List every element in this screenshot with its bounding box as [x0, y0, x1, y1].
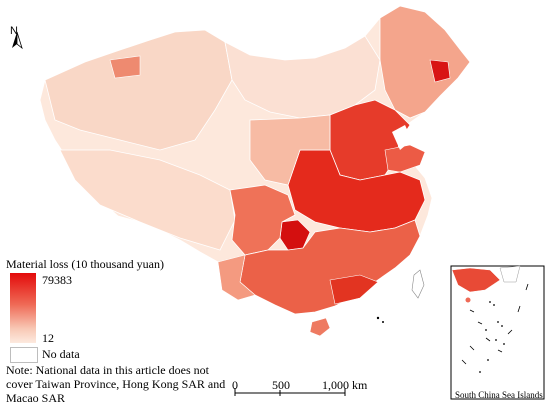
region-northeast	[379, 5, 471, 119]
region-inner-mongolia	[224, 35, 381, 119]
legend-min-label: 12	[42, 331, 54, 345]
map-note: Note: National data in this article does…	[6, 363, 226, 405]
nodata-label: No data	[42, 347, 80, 361]
region-harbin	[429, 59, 451, 83]
bohai-sea	[392, 125, 412, 150]
scale-tick-1000: 1,000 km	[322, 378, 368, 392]
north-label: N	[10, 25, 18, 37]
north-arrow-icon	[12, 31, 23, 50]
nodata-swatch	[10, 347, 38, 363]
inset-map	[450, 265, 545, 400]
region-tibet	[59, 149, 236, 251]
scale-bar	[234, 388, 346, 396]
region-hainan	[309, 317, 331, 337]
legend-color-ramp	[10, 273, 36, 343]
region-shandong	[384, 144, 426, 173]
scale-tick-0: 0	[232, 378, 238, 392]
region-yunnan	[217, 254, 256, 301]
legend-max-label: 79383	[42, 273, 72, 287]
region-guangdong	[329, 274, 379, 305]
inset-caption: South China Sea Islands	[455, 390, 543, 400]
region-taiwan	[411, 269, 425, 299]
region-xinjiang-west	[109, 55, 141, 79]
region-south	[239, 219, 421, 315]
region-sichuan	[229, 184, 296, 256]
legend-title: Material loss (10 thousand yuan)	[6, 257, 164, 271]
region-shaanxi	[249, 114, 331, 186]
scale-tick-500: 500	[272, 378, 290, 392]
region-central	[287, 149, 426, 233]
